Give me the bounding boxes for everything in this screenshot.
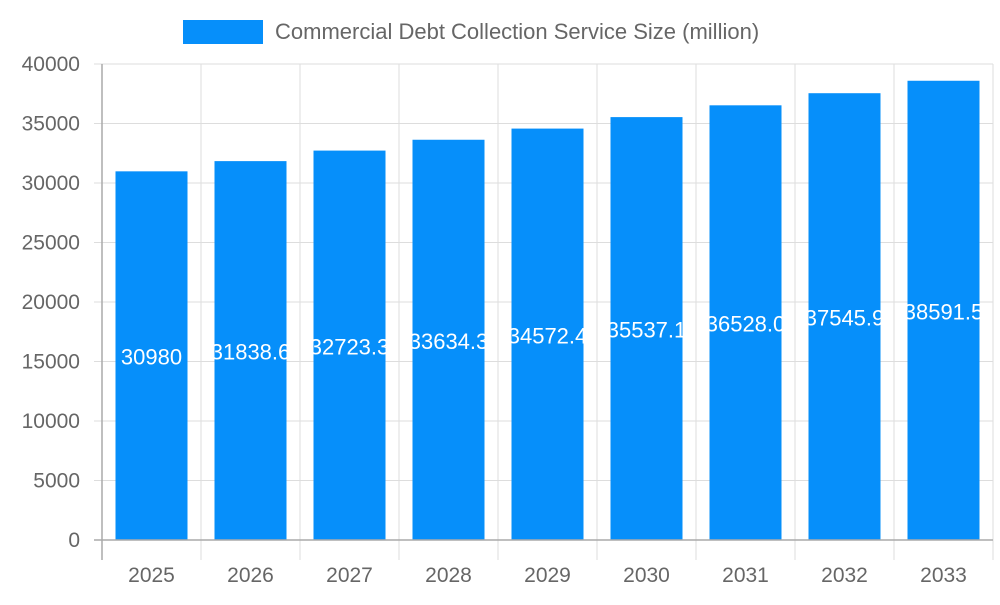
y-tick-label: 40000 (22, 53, 80, 76)
y-tick-label: 15000 (22, 351, 80, 374)
bar (808, 93, 881, 540)
bar (214, 161, 287, 540)
data-label: 36528.0 (706, 312, 786, 337)
bar (610, 117, 683, 540)
legend-label: Commercial Debt Collection Service Size … (275, 19, 759, 44)
data-labels: 30980 31838.6 32723.3 33634.3 34572.4 35537.1… (121, 299, 983, 369)
x-tick-label: 2031 (722, 564, 769, 587)
bar (907, 80, 980, 541)
y-tick-label: 5000 (33, 470, 80, 493)
axes: 0 5000 10000 15000 20000 25000 30000 35000 40000… (22, 53, 993, 587)
x-tick-label: 2027 (326, 564, 373, 587)
x-tick-label: 2033 (920, 564, 967, 587)
x-tick-label: 2032 (821, 564, 868, 587)
bar (709, 105, 782, 540)
data-label: 33634.3 (409, 329, 489, 354)
y-tick-label: 20000 (22, 291, 80, 314)
y-tick-label: 10000 (22, 410, 80, 433)
legend-swatch (183, 20, 263, 44)
legend[interactable]: Commercial Debt Collection Service Size … (183, 19, 759, 44)
data-label: 30980 (121, 345, 182, 370)
data-label: 31838.6 (211, 340, 291, 365)
data-label: 32723.3 (310, 334, 390, 359)
bar (313, 150, 386, 541)
data-label: 37545.9 (805, 306, 885, 331)
bar (511, 128, 584, 540)
bars (115, 80, 980, 541)
x-tick-label: 2030 (623, 564, 670, 587)
y-tick-label: 0 (68, 529, 80, 552)
x-tick-label: 2029 (524, 564, 571, 587)
y-tick-label: 30000 (22, 172, 80, 195)
y-tick-label: 35000 (22, 113, 80, 136)
x-tick-label: 2025 (128, 564, 175, 587)
data-label: 34572.4 (508, 323, 588, 348)
bar (412, 139, 485, 540)
data-label: 35537.1 (607, 318, 687, 343)
bar (115, 171, 188, 540)
data-label: 38591.5 (904, 299, 984, 324)
x-tick-label: 2026 (227, 564, 274, 587)
x-tick-label: 2028 (425, 564, 472, 587)
y-tick-label: 25000 (22, 232, 80, 255)
